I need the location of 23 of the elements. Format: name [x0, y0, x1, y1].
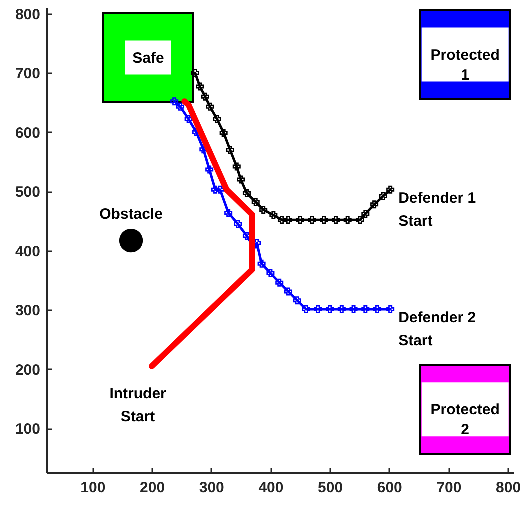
y-tick-label: 700	[15, 66, 40, 83]
x-tick-label: 800	[496, 480, 522, 496]
series-label: Defender 1 Start	[398, 190, 476, 230]
y-tick-label: 500	[15, 184, 40, 202]
y-tick-label: 600	[15, 124, 40, 142]
series-label: Protected 2	[430, 402, 500, 439]
x-tick-label: 200	[140, 480, 166, 496]
series-label: Obstacle	[100, 206, 163, 223]
y-tick-label: 400	[15, 243, 40, 260]
x-tick-label: 400	[258, 480, 284, 496]
x-tick-label: 300	[199, 480, 224, 496]
x-tick-label: 600	[377, 480, 402, 496]
x-tick-label: 700	[436, 480, 462, 496]
series-label: Defender 2 Start	[398, 310, 476, 350]
y-tick-label: 200	[15, 362, 40, 379]
y-tick-label: 100	[15, 421, 40, 438]
x-tick-label: 500	[318, 480, 344, 496]
series-label: Intruder Start	[110, 385, 167, 426]
series-label: Protected 1	[430, 46, 500, 84]
series-label: Safe	[132, 50, 164, 67]
y-tick-label: 300	[15, 302, 40, 320]
x-tick-label: 100	[80, 480, 106, 496]
y-tick-label: 800	[15, 6, 40, 24]
